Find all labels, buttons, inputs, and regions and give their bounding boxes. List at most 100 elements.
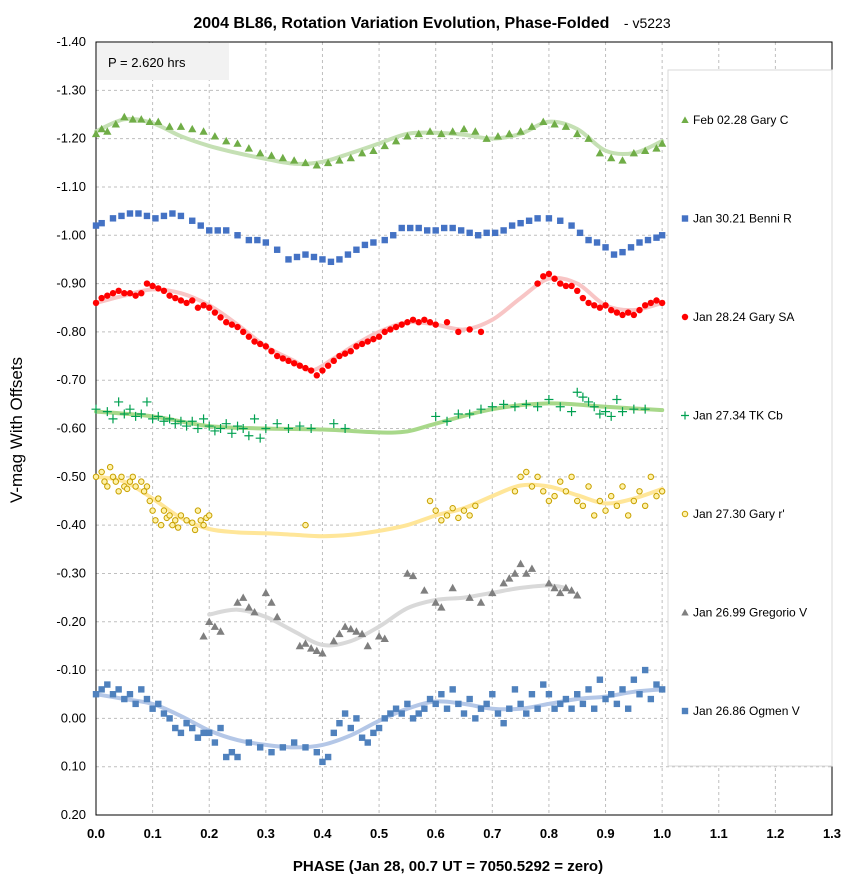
data-point: [443, 512, 451, 519]
data-point: [290, 156, 299, 164]
data-point: [98, 686, 105, 693]
data-point: [352, 627, 361, 635]
data-point: [466, 229, 473, 237]
data-point: [595, 409, 605, 419]
data-point: [607, 153, 616, 162]
data-point: [466, 512, 473, 519]
data-point: [136, 409, 146, 419]
data-point: [234, 232, 241, 239]
data-point: [256, 148, 265, 157]
data-point: [409, 316, 417, 323]
legend-items: Feb 02.28 Gary C Jan 30.21 Benni R Jan 28.…: [681, 113, 807, 718]
legend-marker: [681, 608, 689, 616]
data-point: [199, 632, 208, 640]
data-point: [125, 404, 135, 414]
data-point: [302, 251, 309, 258]
legend-label: Jan 27.30 Gary r': [693, 507, 785, 521]
data-point: [591, 705, 598, 712]
data-point: [431, 598, 440, 606]
data-point: [239, 593, 248, 601]
legend-label: Jan 26.99 Gregorio V: [693, 606, 807, 620]
data-point: [109, 215, 117, 222]
data-point: [431, 411, 441, 421]
data-point: [324, 753, 332, 761]
data-point: [527, 122, 537, 130]
data-point: [206, 729, 213, 737]
data-point: [233, 421, 243, 431]
data-point: [510, 402, 520, 412]
data-point: [584, 397, 594, 407]
data-point: [279, 355, 287, 362]
data-point: [409, 715, 417, 722]
data-point: [166, 512, 173, 519]
data-point: [165, 414, 175, 424]
data-point: [488, 588, 497, 597]
x-tick-labels: 0.0 0.1 0.2 0.3 0.4 0.5 0.6 0.7 0.8 0.9 1.0 1.1 1.2 1…: [87, 826, 841, 841]
data-point: [169, 521, 176, 529]
data-point: [283, 424, 293, 433]
data-point: [455, 514, 462, 522]
data-point: [499, 399, 509, 409]
data-point: [211, 739, 219, 746]
data-point: [358, 340, 366, 348]
data-point: [545, 270, 553, 278]
data-point: [143, 212, 151, 220]
data-point: [449, 686, 456, 693]
x-tick-label: 1.2: [766, 826, 784, 841]
data-point: [624, 309, 632, 316]
data-point: [415, 224, 422, 232]
data-point: [426, 319, 434, 326]
data-point: [364, 338, 371, 345]
data-point: [183, 720, 190, 727]
data-point: [197, 517, 204, 524]
data-point: [398, 321, 405, 328]
data-point: [152, 215, 159, 222]
y-tick-label: -0.70: [56, 372, 86, 387]
data-point: [629, 404, 639, 414]
data-point: [118, 212, 125, 220]
data-point: [132, 483, 139, 490]
x-tick-label: 0.5: [370, 826, 388, 841]
data-point: [217, 314, 224, 321]
data-point: [455, 700, 462, 708]
data-point: [268, 748, 275, 756]
data-point: [319, 256, 326, 263]
data-point: [363, 641, 372, 650]
data-point: [194, 507, 202, 514]
data-point: [636, 239, 643, 246]
data-point: [596, 304, 604, 311]
data-point: [92, 299, 100, 307]
data-point: [550, 583, 559, 592]
y-tick-label: -0.80: [56, 324, 86, 339]
data-point: [380, 141, 389, 150]
data-point: [658, 232, 666, 239]
data-point: [295, 421, 305, 431]
data-point: [327, 258, 335, 266]
x-tick-label: 1.3: [823, 826, 841, 841]
data-point: [223, 753, 230, 761]
data-point: [120, 112, 129, 121]
data-point: [574, 497, 581, 505]
data-point: [652, 144, 661, 152]
data-point: [630, 676, 638, 683]
data-point: [647, 473, 655, 481]
data-point: [540, 681, 547, 688]
data-point: [589, 402, 599, 412]
data-point: [392, 705, 400, 712]
data-point: [653, 234, 660, 241]
data-point: [307, 367, 315, 374]
data-point: [112, 478, 120, 485]
x-tick-label: 0.4: [313, 826, 332, 841]
data-point: [641, 302, 649, 309]
data-point: [596, 497, 604, 505]
data-point: [126, 691, 134, 698]
data-point: [170, 419, 180, 429]
data-point: [267, 151, 276, 159]
data-point: [390, 232, 397, 239]
data-point: [114, 397, 124, 407]
data-point: [108, 414, 118, 424]
data-point: [545, 497, 553, 505]
data-point: [312, 161, 321, 169]
data-point: [153, 411, 163, 421]
data-point: [319, 367, 326, 374]
